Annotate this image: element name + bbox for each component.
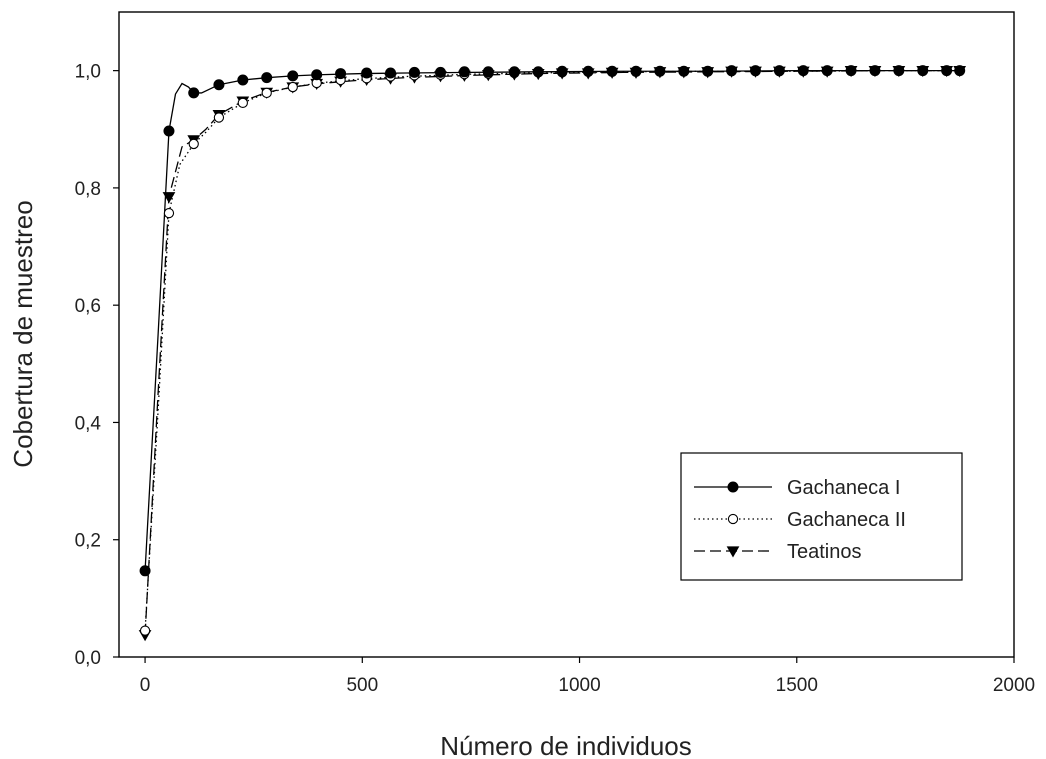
point-gachaneca-i-2 — [188, 87, 200, 99]
point-gachaneca-i-25 — [749, 65, 761, 77]
point-gachaneca-i-18 — [582, 65, 594, 77]
x-tick-label-2000: 2000 — [993, 675, 1035, 696]
legend-swatches — [694, 481, 772, 558]
x-tick-label-0: 0 — [140, 675, 151, 696]
y-axis-title: Cobertura de muestreo — [8, 200, 38, 467]
point-gachaneca-i-33 — [941, 65, 953, 77]
point-gachaneca-i-1 — [163, 125, 175, 137]
series-line-teatinos — [144, 69, 960, 635]
point-gachaneca-ii-4 — [237, 97, 248, 109]
legend-marker-teatinos — [726, 546, 740, 558]
series-points-gachaneca-i — [139, 65, 966, 577]
y-tick-label-3: 0,6 — [75, 296, 101, 317]
legend-label-teatinos: Teatinos — [787, 541, 862, 563]
axes: 0 500 1000 1500 2000 0,0 0,2 0,4 0,6 0,8 1,0 — [75, 62, 1036, 696]
y-tick-label-1: 0,2 — [75, 531, 101, 552]
point-gachaneca-ii-1 — [163, 207, 175, 219]
point-gachaneca-i-15 — [508, 66, 520, 78]
legend: Gachaneca I Gachaneca II Teatinos — [680, 452, 963, 581]
point-gachaneca-i-17 — [556, 65, 568, 77]
point-gachaneca-i-7 — [311, 69, 323, 81]
point-gachaneca-ii-5 — [261, 87, 272, 99]
series-line-gachaneca-i — [144, 69, 960, 571]
point-gachaneca-i-28 — [821, 65, 833, 77]
point-gachaneca-i-23 — [702, 65, 714, 77]
x-tick-label-1000: 1000 — [558, 675, 600, 696]
point-gachaneca-ii-3 — [213, 112, 225, 123]
point-gachaneca-i-34 — [954, 65, 966, 77]
point-gachaneca-i-20 — [630, 65, 642, 77]
point-gachaneca-i-8 — [335, 68, 347, 80]
point-gachaneca-i-22 — [678, 65, 690, 77]
y-tick-label-4: 0,8 — [75, 179, 101, 200]
point-gachaneca-i-16 — [532, 66, 544, 78]
x-tick-label-1500: 1500 — [776, 675, 818, 696]
point-gachaneca-i-24 — [726, 65, 738, 77]
point-gachaneca-i-19 — [606, 65, 618, 77]
x-tick-label-500: 500 — [346, 675, 378, 696]
legend-label-gachaneca-1: Gachaneca I — [787, 477, 900, 499]
y-tick-label-0: 0,0 — [75, 648, 101, 669]
legend-marker-gachaneca-i — [727, 481, 739, 493]
point-gachaneca-i-27 — [797, 65, 809, 77]
point-gachaneca-i-11 — [408, 66, 420, 78]
legend-marker-gachaneca-ii — [727, 513, 739, 525]
point-gachaneca-i-6 — [287, 70, 299, 82]
point-gachaneca-i-9 — [361, 67, 373, 79]
point-gachaneca-i-13 — [458, 66, 470, 78]
point-gachaneca-i-14 — [482, 66, 494, 78]
point-gachaneca-i-3 — [213, 79, 225, 91]
point-gachaneca-i-26 — [773, 65, 785, 77]
point-gachaneca-i-31 — [893, 65, 905, 77]
point-teatinos-1 — [162, 192, 176, 204]
point-gachaneca-i-5 — [261, 72, 273, 84]
point-gachaneca-ii-6 — [287, 81, 298, 93]
x-axis-title: Número de individuos — [440, 731, 691, 759]
legend-label-gachaneca-2: Gachaneca II — [787, 509, 906, 531]
point-gachaneca-i-4 — [237, 74, 249, 86]
point-gachaneca-i-21 — [654, 65, 666, 77]
point-gachaneca-i-32 — [917, 65, 929, 77]
series-layer — [138, 65, 967, 642]
point-gachaneca-i-12 — [435, 66, 447, 78]
legend-box — [680, 452, 963, 581]
point-gachaneca-i-10 — [385, 67, 397, 79]
point-gachaneca-ii-2 — [188, 138, 199, 150]
point-gachaneca-i-0 — [139, 565, 151, 577]
point-gachaneca-ii-0 — [139, 625, 151, 636]
y-tick-label-2: 0,4 — [75, 413, 102, 434]
point-gachaneca-i-29 — [845, 65, 857, 77]
y-tick-label-5: 1,0 — [75, 62, 101, 83]
point-gachaneca-i-30 — [869, 65, 881, 77]
